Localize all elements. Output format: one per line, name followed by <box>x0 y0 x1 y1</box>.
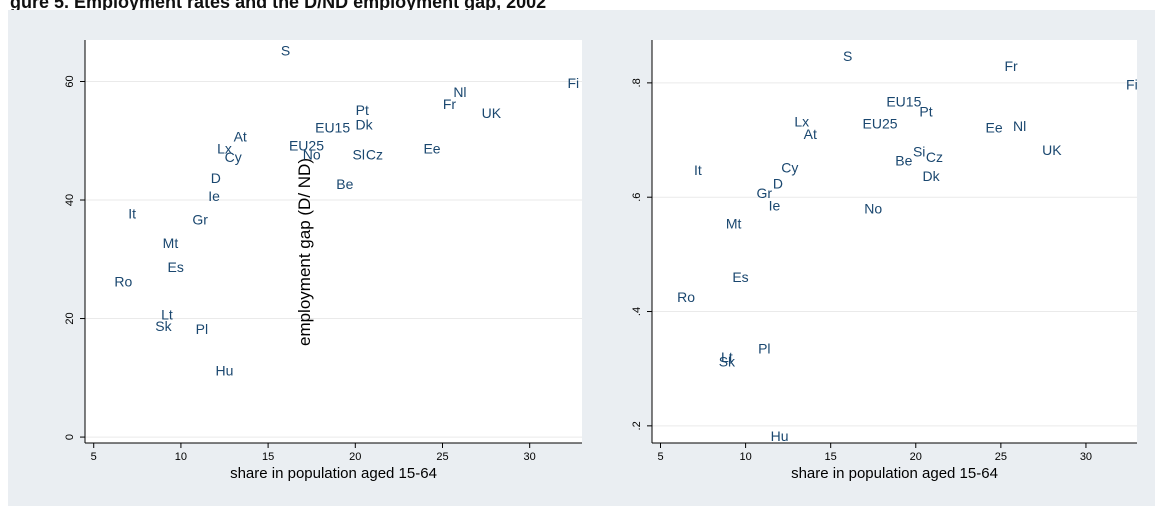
point-label: Ro <box>677 289 695 305</box>
point-label: S <box>281 43 290 59</box>
y-tick-label: .8 <box>631 78 643 87</box>
point-label: Lx <box>794 114 809 130</box>
y-axis-label: employment gap (D/ ND) <box>295 158 314 346</box>
point-label: Cz <box>926 149 943 165</box>
point-label: D <box>773 175 783 191</box>
point-label: Mt <box>726 215 742 231</box>
left-chart: 0 20 40 60 5 10 15 20 25 30 share in population ag… <box>64 40 582 482</box>
point-label: At <box>804 126 817 142</box>
point-label: Sk <box>155 318 172 334</box>
x-tick-label: 5 <box>91 451 97 463</box>
y-tick-label: .6 <box>631 193 643 202</box>
point-label: Fr <box>443 96 457 112</box>
x-tick-label: 5 <box>657 451 663 463</box>
x-tick-label: 20 <box>349 451 361 463</box>
point-label: Hu <box>216 363 234 379</box>
point-label: D <box>211 170 221 186</box>
x-tick-label: 20 <box>910 451 922 463</box>
point-label: Fi <box>567 75 579 91</box>
point-label: UK <box>482 105 502 121</box>
point-label: S <box>843 48 852 64</box>
point-label: Pl <box>196 321 208 337</box>
x-tick-label: 15 <box>262 451 274 463</box>
point-label: UK <box>1042 142 1062 158</box>
point-label: Sl <box>353 146 365 162</box>
x-tick-label: 30 <box>524 451 536 463</box>
plot-area <box>85 40 582 443</box>
x-axis-label: share in population aged 15-64 <box>791 465 998 482</box>
x-tick-label: 10 <box>739 451 751 463</box>
point-label: Si <box>913 143 925 159</box>
point-label: Fr <box>1004 58 1018 74</box>
plot-area <box>652 40 1137 443</box>
y-tick-label: .2 <box>631 421 643 430</box>
y-tick-label: 60 <box>64 75 76 87</box>
point-label: It <box>128 206 136 222</box>
point-label: Pt <box>919 103 932 119</box>
point-label: EU15 <box>886 94 921 110</box>
x-tick-label: 15 <box>825 451 837 463</box>
point-label: Nl <box>453 84 466 100</box>
x-tick-label: 25 <box>995 451 1007 463</box>
x-tick-label: 10 <box>175 451 187 463</box>
point-label: EU25 <box>289 137 324 153</box>
point-label: Ro <box>114 274 132 290</box>
point-label: Gr <box>757 185 773 201</box>
point-label: Pl <box>758 341 770 357</box>
point-label: Cy <box>225 149 242 165</box>
x-axis-label: share in population aged 15-64 <box>230 465 437 482</box>
point-label: Dk <box>355 117 373 133</box>
point-label: Pt <box>356 102 369 118</box>
point-label: Ie <box>208 188 220 204</box>
point-label: Ie <box>769 198 781 214</box>
y-tick-label: 0 <box>64 434 76 440</box>
point-label: Gr <box>192 211 208 227</box>
point-label: EU15 <box>315 120 350 136</box>
point-label: Cz <box>366 146 383 162</box>
point-label: Dk <box>923 168 941 184</box>
point-label: Cy <box>781 159 798 175</box>
point-label: At <box>234 128 247 144</box>
y-tick-label: 20 <box>64 312 76 324</box>
point-label: Hu <box>771 428 789 444</box>
point-label: Fi <box>1126 76 1138 92</box>
point-label: No <box>864 200 882 216</box>
point-label: Ee <box>985 119 1002 135</box>
point-label: Be <box>336 176 353 192</box>
x-tick-label: 25 <box>436 451 448 463</box>
page-title: gure 5. Employment rates and the D/ND em… <box>10 0 547 12</box>
point-label: Be <box>895 152 912 168</box>
point-label: Mt <box>163 235 179 251</box>
y-tick-label: .4 <box>631 307 643 316</box>
point-label: EU25 <box>863 115 898 131</box>
x-tick-label: 30 <box>1080 451 1092 463</box>
point-label: Sk <box>719 354 736 370</box>
point-label: No <box>303 146 321 162</box>
point-label: Lt <box>161 306 173 322</box>
right-chart: .2 .4 .6 .8 5 10 15 20 25 30 share in population a… <box>631 40 1138 482</box>
point-label: Es <box>168 259 184 275</box>
point-label: Lx <box>217 140 232 156</box>
point-label: Lt <box>721 349 733 365</box>
point-label: Ee <box>423 140 440 156</box>
y-tick-label: 40 <box>64 194 76 206</box>
point-label: It <box>694 162 702 178</box>
point-label: Nl <box>1013 118 1026 134</box>
point-label: Es <box>732 269 748 285</box>
